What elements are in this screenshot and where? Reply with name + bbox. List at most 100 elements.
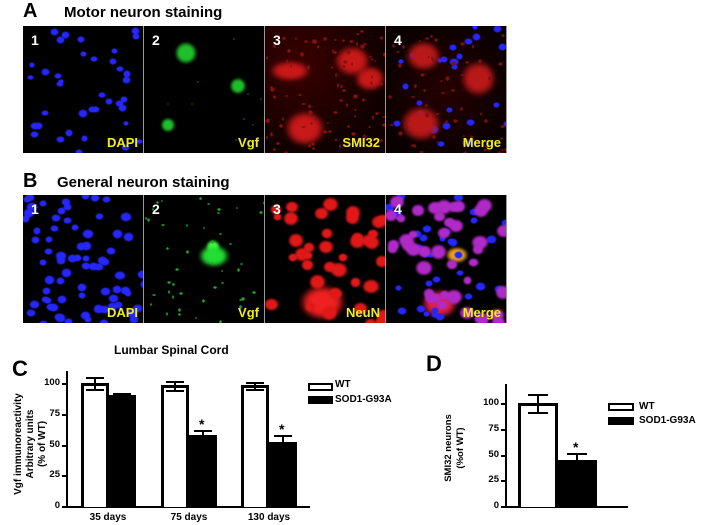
cell [102,195,111,203]
cell [478,59,483,65]
cell [445,76,450,81]
cell [434,38,438,43]
cell [121,76,131,85]
error-cap [528,393,548,396]
cell [275,142,281,146]
cell [38,258,48,266]
y-tick-label: 100 [44,377,60,388]
cell [98,318,109,323]
cell [424,292,438,305]
legend-c-wt-label: WT [335,379,351,390]
cell [295,37,298,40]
cell [434,312,445,321]
cell [55,80,64,88]
cell [235,206,239,209]
y-tick [62,475,66,478]
cell [112,285,123,294]
cell [289,64,292,68]
cell [139,280,143,289]
cell [412,144,416,149]
legend-c-wt-swatch [308,383,333,391]
cell [266,118,270,123]
cell [269,203,282,215]
cell [43,274,56,285]
cell [241,297,246,302]
cell [360,44,365,50]
error-bar [174,380,176,391]
cell [453,251,463,259]
cell [80,135,89,142]
cell [171,294,174,299]
cell [346,49,352,55]
cell [242,117,245,120]
cell [311,39,315,44]
cell [147,218,150,222]
cell [474,281,486,292]
cell [341,39,346,43]
cell [382,115,385,119]
cell [425,103,428,108]
cell [198,196,203,201]
cell [64,129,74,137]
micrograph-b4: 4 Merge [386,195,506,323]
cell [450,64,458,71]
cell [423,88,426,93]
y-axis-line [505,384,507,507]
micrograph-b3: 3 NeuN [265,195,385,323]
error-cap [246,389,264,392]
cell [64,317,73,323]
cell [63,216,72,225]
cell [322,37,327,42]
cell [453,195,465,203]
cell [111,47,119,54]
cell [174,42,197,64]
cell [349,277,362,288]
cell [499,125,505,128]
cell [318,240,334,255]
cell [444,120,449,125]
legend-d-wt-label: WT [639,401,655,412]
cell [149,302,152,307]
cell [353,114,356,118]
cell [252,123,255,126]
cell [60,268,73,278]
cell [104,98,113,105]
cell [333,38,338,41]
cell [38,199,48,207]
error-cap [166,390,184,393]
cell [282,211,299,227]
cell [369,80,373,86]
cell [144,217,148,220]
cell [363,133,366,139]
cell [374,315,385,323]
cell [44,247,54,256]
cell [311,147,316,151]
cell [281,116,284,122]
cell [282,37,286,40]
wt-bar [241,385,269,507]
cell [78,109,88,118]
cell [338,143,341,149]
cell [438,289,451,300]
cell [474,311,491,323]
cell [448,44,457,51]
cell [433,210,446,222]
cell [404,124,409,129]
cell [422,310,431,318]
micrograph-a2: 2 Vgf [144,26,264,153]
cell [464,61,470,65]
cell [160,199,163,203]
cell [375,213,385,227]
cell [395,284,403,291]
cell [177,307,181,312]
cell [441,122,451,131]
cell [398,63,402,68]
cell [82,228,94,239]
cell [488,76,492,81]
image-number: 3 [273,201,281,217]
cell [263,200,264,205]
y-tick-label: 25 [49,469,60,481]
cell [466,118,475,127]
cell [415,99,423,106]
y-tick-label: 100 [483,397,499,408]
